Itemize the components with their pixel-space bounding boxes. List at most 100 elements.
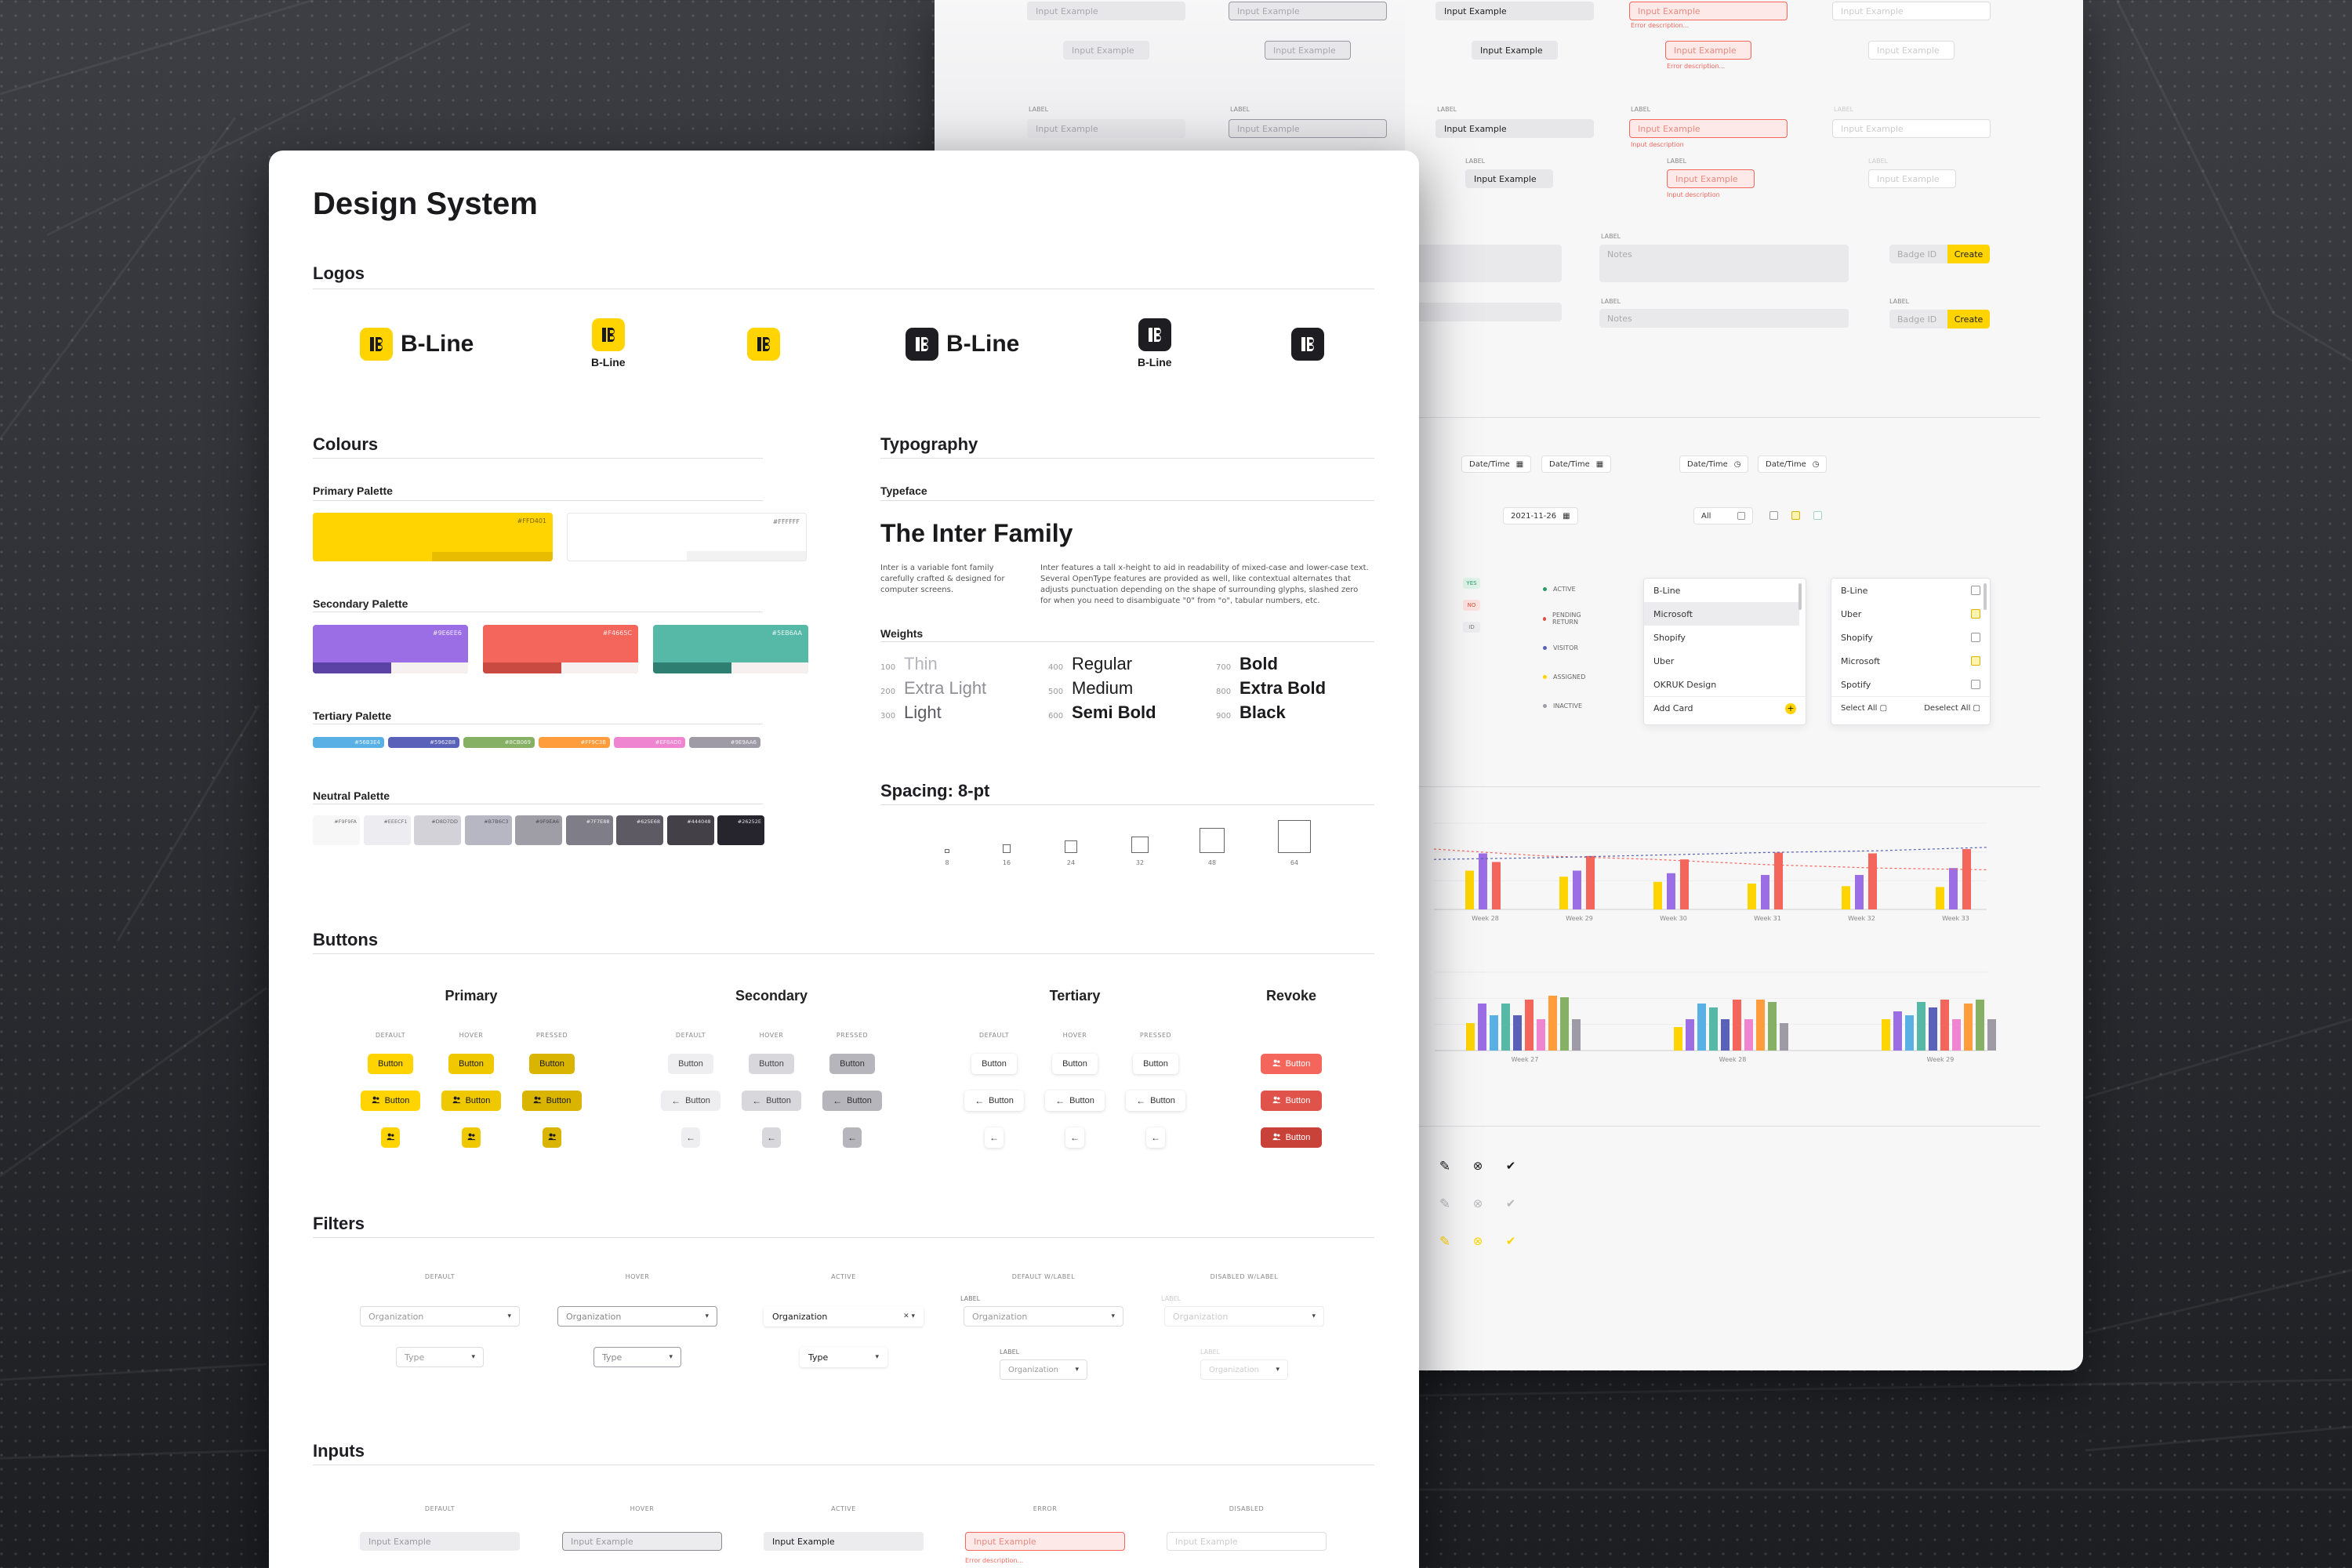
text-input[interactable]: Input Example [965,1532,1125,1551]
labeled-input[interactable]: Input Example [1229,119,1387,138]
text-input[interactable]: Input Example [1436,2,1594,20]
type-filter[interactable]: Type ▾ [800,1347,887,1367]
icon-button[interactable]: ← [681,1127,700,1148]
checkbox[interactable] [1737,512,1745,520]
scrollbar[interactable] [1798,583,1802,610]
icon-button[interactable] [381,1127,400,1148]
icon-button[interactable]: ← [843,1127,862,1148]
checkbox[interactable] [1971,609,1980,619]
labeled-input[interactable]: Input Example [1832,119,1991,138]
all-dropdown[interactable]: All [1693,507,1753,524]
text-input-small[interactable]: Input Example [1868,41,1955,60]
datetime-picker[interactable]: Date/Time ▦ [1461,456,1532,473]
labeled-input[interactable]: Input Example [1436,119,1594,138]
button-with-icon[interactable]: Button [441,1091,501,1111]
text-input[interactable]: Input Example [1167,1532,1327,1551]
labeled-input-small[interactable]: Input Example [1868,169,1956,188]
labeled-input-small[interactable]: Input Example [1465,169,1553,188]
labeled-input[interactable]: Input Example [1629,119,1788,138]
checkbox[interactable] [1971,633,1980,642]
create-button[interactable]: Create [1947,310,1990,328]
pencil-icon[interactable]: ✎ [1439,1159,1451,1174]
button[interactable]: Button [1133,1054,1178,1074]
close-circle-icon[interactable]: ⊗ [1472,1234,1483,1248]
datetime-picker[interactable]: Date/Time ▦ [1541,456,1612,473]
checkbox[interactable] [1813,511,1822,520]
type-filter[interactable]: Type ▾ [593,1347,681,1367]
close-circle-icon[interactable]: ⊗ [1472,1159,1483,1173]
notes-input[interactable]: Notes [1599,309,1849,328]
date-picker[interactable]: 2021-11-26 ▦ [1503,507,1578,524]
text-input[interactable]: Input Example [360,1532,520,1551]
icon-button[interactable] [543,1127,561,1148]
checkbox[interactable] [1971,680,1980,689]
button-with-icon[interactable]: ← Button [1126,1091,1185,1111]
checkbox[interactable] [1791,511,1800,520]
pencil-icon[interactable]: ✎ [1439,1234,1451,1250]
check-circle-icon[interactable]: ✔ [1505,1234,1516,1248]
button-with-icon[interactable]: ← Button [1045,1091,1105,1111]
text-input-small[interactable]: Input Example [1063,41,1149,60]
checkbox[interactable] [1769,511,1778,520]
button[interactable]: Button [829,1054,875,1074]
revoke-button[interactable]: Button [1261,1127,1322,1148]
checkbox-item[interactable]: Microsoft [1831,649,1990,673]
checkbox-item[interactable]: Spotify [1831,673,1990,696]
checkbox-item[interactable]: Shopify [1831,626,1990,649]
create-button[interactable]: Create [1947,245,1990,263]
text-input-small[interactable]: Input Example [1265,41,1351,60]
type-filter[interactable]: Type ▾ [396,1347,484,1367]
button-with-icon[interactable]: ← Button [661,1091,720,1111]
datetime-picker[interactable]: Date/Time ◷ [1679,456,1749,473]
checkbox[interactable] [1971,586,1980,595]
check-circle-icon[interactable]: ✔ [1505,1196,1516,1210]
text-input-small[interactable]: Input Example [1472,41,1558,60]
organization-filter-small[interactable]: Organization ▾ [1200,1359,1288,1380]
add-card-item[interactable]: Add Card + [1644,696,1806,720]
organization-filter-small[interactable]: Organization ▾ [1000,1359,1087,1380]
button-with-icon[interactable]: Button [522,1091,582,1111]
close-circle-icon[interactable]: ⊗ [1472,1196,1483,1210]
checkbox-item[interactable]: B-Line [1831,579,1990,602]
button[interactable]: Button [368,1054,413,1074]
organization-filter[interactable]: Organization ▾ [557,1306,717,1327]
icon-button[interactable]: ← [762,1127,781,1148]
text-input[interactable]: Input Example [764,1532,924,1551]
revoke-button[interactable]: Button [1261,1091,1322,1111]
revoke-button[interactable]: Button [1261,1054,1322,1074]
badge-input[interactable]: Badge ID [1889,310,1949,328]
list-item[interactable]: OKRUK Design [1653,679,1717,690]
button-with-icon[interactable]: ← Button [822,1091,882,1111]
organization-filter[interactable]: Organization ▾ [1164,1306,1324,1327]
list-item[interactable]: Microsoft [1644,602,1799,626]
check-circle-icon[interactable]: ✔ [1505,1159,1516,1173]
button-with-icon[interactable]: ← Button [964,1091,1024,1111]
organization-filter[interactable]: Organization ✕ ▾ [764,1306,924,1327]
text-input-small[interactable]: Input Example [1665,41,1751,60]
text-input[interactable]: Input Example [562,1532,722,1551]
icon-button[interactable]: ← [1065,1127,1084,1148]
button[interactable]: Button [668,1054,713,1074]
icon-button[interactable]: ← [1146,1127,1165,1148]
organization-filter[interactable]: Organization ▾ [360,1306,520,1327]
list-item[interactable]: Uber [1653,655,1675,666]
labeled-input[interactable]: Input Example [1027,119,1185,138]
button-with-icon[interactable]: Button [361,1091,420,1111]
notes-textarea[interactable]: Notes [1599,245,1849,282]
checkbox-item[interactable]: Uber [1831,602,1990,626]
select-all[interactable]: Select All ▢ [1841,704,1888,713]
button[interactable]: Button [448,1054,494,1074]
icon-button[interactable] [462,1127,481,1148]
text-input[interactable]: Input Example [1027,2,1185,20]
pencil-icon[interactable]: ✎ [1439,1196,1451,1212]
button[interactable]: Button [749,1054,794,1074]
button-with-icon[interactable]: ← Button [742,1091,801,1111]
deselect-all[interactable]: Deselect All ▢ [1924,704,1980,713]
button[interactable]: Button [971,1054,1017,1074]
scrollbar[interactable] [1984,583,1987,610]
list-item[interactable]: Shopify [1653,632,1686,643]
organization-filter[interactable]: Organization ▾ [964,1306,1123,1327]
datetime-picker[interactable]: Date/Time ◷ [1758,456,1828,473]
list-item[interactable]: B-Line [1653,585,1681,596]
badge-input[interactable]: Badge ID [1889,245,1949,263]
